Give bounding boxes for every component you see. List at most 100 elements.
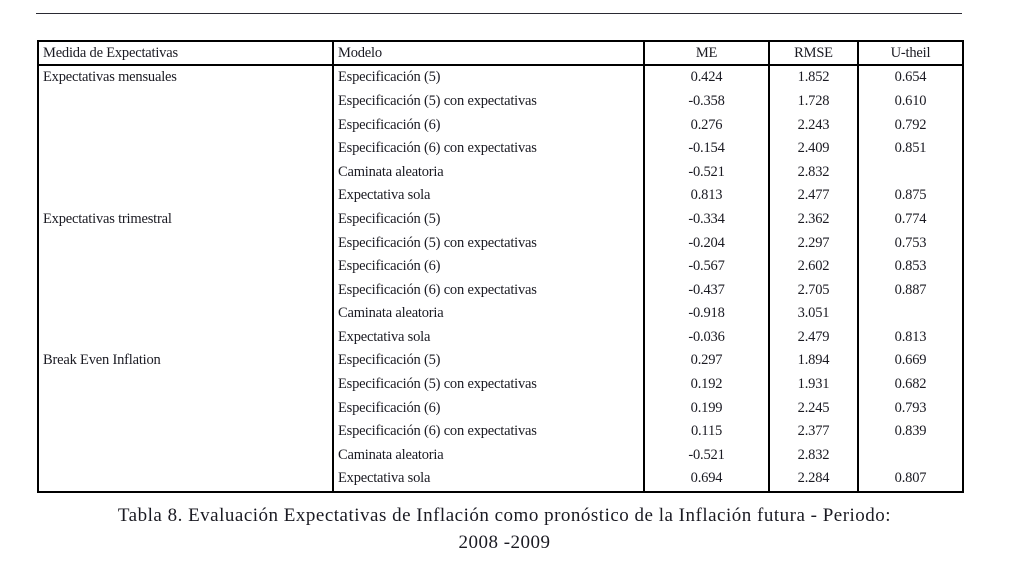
model-cell: Especificación (5) con expectativas	[332, 89, 644, 114]
model-cell: Especificación (6) con expectativas	[332, 137, 644, 161]
utheil-cell: 0.807	[857, 466, 963, 492]
utheil-cell	[857, 160, 963, 185]
model-cell: Especificación (6)	[332, 396, 644, 420]
me-cell: -0.918	[643, 302, 769, 326]
utheil-cell: 0.682	[857, 372, 963, 397]
table-row: Caminata aleatoria -0.918 3.051	[38, 302, 963, 326]
header-model: Modelo	[332, 41, 644, 66]
rmse-cell: 2.377	[768, 419, 858, 444]
table-row: Expectativa sola -0.036 2.479 0.813	[38, 325, 963, 350]
model-cell: Especificación (5) con expectativas	[332, 231, 644, 255]
me-cell: -0.358	[643, 89, 769, 114]
me-cell: 0.424	[643, 65, 769, 90]
results-table: Medida de Expectativas Modelo ME RMSE U-…	[37, 40, 964, 493]
table-row: Caminata aleatoria -0.521 2.832	[38, 443, 963, 467]
me-cell: -0.334	[643, 207, 769, 232]
me-cell: 0.192	[643, 372, 769, 397]
rmse-cell: 1.931	[768, 372, 858, 397]
utheil-cell: 0.851	[857, 137, 963, 161]
rmse-cell: 2.705	[768, 278, 858, 303]
measure-cell: Break Even Inflation	[37, 349, 333, 492]
utheil-cell: 0.793	[857, 396, 963, 420]
table-row: Especificación (6) con expectativas 0.115…	[38, 419, 963, 444]
table-row: Especificación (6) con expectativas -0.43…	[38, 278, 963, 303]
rmse-cell: 3.051	[768, 302, 858, 326]
utheil-cell: 0.774	[857, 207, 963, 232]
model-cell: Expectativa sola	[332, 466, 644, 492]
utheil-cell: 0.813	[857, 325, 963, 350]
utheil-cell: 0.654	[857, 65, 963, 90]
table-row: Especificación (6) con expectativas -0.15…	[38, 137, 963, 161]
table-row: Especificación (5) con expectativas -0.35…	[38, 89, 963, 114]
header-utheil: U-theil	[857, 41, 963, 66]
me-cell: -0.036	[643, 325, 769, 350]
table-row: Caminata aleatoria -0.521 2.832	[38, 160, 963, 185]
me-cell: 0.115	[643, 419, 769, 444]
me-cell: 0.694	[643, 466, 769, 492]
me-cell: -0.437	[643, 278, 769, 303]
me-cell: 0.297	[643, 349, 769, 373]
table-row: Especificación (6) 0.199 2.245 0.793	[38, 396, 963, 420]
me-cell: 0.276	[643, 113, 769, 138]
model-cell: Especificación (5)	[332, 349, 644, 373]
rmse-cell: 2.479	[768, 325, 858, 350]
rmse-cell: 2.832	[768, 443, 858, 467]
model-cell: Caminata aleatoria	[332, 443, 644, 467]
rmse-cell: 1.894	[768, 349, 858, 373]
rmse-cell: 2.245	[768, 396, 858, 420]
utheil-cell: 0.875	[857, 184, 963, 208]
model-cell: Especificación (6) con expectativas	[332, 419, 644, 444]
rmse-cell: 2.284	[768, 466, 858, 492]
table-row: Break Even Inflation Especificación (5) 0.…	[37, 349, 963, 492]
utheil-cell: 0.669	[857, 349, 963, 373]
model-cell: Especificación (5) con expectativas	[332, 372, 644, 397]
model-cell: Especificación (5)	[332, 65, 644, 90]
table-row: Expectativa sola 0.694 2.284 0.807	[38, 466, 963, 492]
rmse-cell: 1.852	[768, 65, 858, 90]
model-cell: Caminata aleatoria	[332, 160, 644, 185]
rmse-cell: 2.362	[768, 207, 858, 232]
rmse-cell: 2.243	[768, 113, 858, 138]
header-measure: Medida de Expectativas	[37, 41, 333, 66]
table-row: Expectativas mensuales Especificación (5)…	[37, 65, 963, 208]
top-rule	[36, 13, 962, 14]
me-cell: 0.813	[643, 184, 769, 208]
utheil-cell: 0.839	[857, 419, 963, 444]
utheil-cell	[857, 443, 963, 467]
table-row: Especificación (6) -0.567 2.602 0.853	[38, 254, 963, 279]
me-cell: -0.521	[643, 443, 769, 467]
model-cell: Especificación (6) con expectativas	[332, 278, 644, 303]
rmse-cell: 2.602	[768, 254, 858, 279]
table-row: Especificación (5) con expectativas 0.192…	[38, 372, 963, 397]
header-me: ME	[643, 41, 769, 66]
caption-line2: 2008 -2009	[458, 532, 551, 553]
model-cell: Especificación (6)	[332, 254, 644, 279]
model-cell: Caminata aleatoria	[332, 302, 644, 326]
rmse-cell: 2.477	[768, 184, 858, 208]
header-rmse: RMSE	[768, 41, 858, 66]
me-cell: -0.567	[643, 254, 769, 279]
rmse-cell: 2.832	[768, 160, 858, 185]
header-row: Medida de Expectativas Modelo ME RMSE U-…	[37, 41, 963, 66]
me-cell: -0.204	[643, 231, 769, 255]
utheil-cell	[857, 302, 963, 326]
utheil-cell: 0.853	[857, 254, 963, 279]
utheil-cell: 0.753	[857, 231, 963, 255]
utheil-cell: 0.792	[857, 113, 963, 138]
rmse-cell: 2.409	[768, 137, 858, 161]
table-row: Expectativa sola 0.813 2.477 0.875	[38, 184, 963, 208]
model-cell: Especificación (6)	[332, 113, 644, 138]
model-cell: Especificación (5)	[332, 207, 644, 232]
me-cell: 0.199	[643, 396, 769, 420]
measure-cell: Expectativas trimestral	[37, 207, 333, 350]
caption-line1: Tabla 8. Evaluación Expectativas de Infl…	[117, 505, 892, 526]
model-cell: Expectativa sola	[332, 184, 644, 208]
utheil-cell: 0.887	[857, 278, 963, 303]
table-row: Especificación (6) 0.276 2.243 0.792	[38, 113, 963, 138]
table-row: Expectativas trimestral Especificación (5…	[37, 207, 963, 350]
utheil-cell: 0.610	[857, 89, 963, 114]
table-caption: Tabla 8. Evaluación Expectativas de Infl…	[0, 502, 1009, 556]
rmse-cell: 1.728	[768, 89, 858, 114]
model-cell: Expectativa sola	[332, 325, 644, 350]
